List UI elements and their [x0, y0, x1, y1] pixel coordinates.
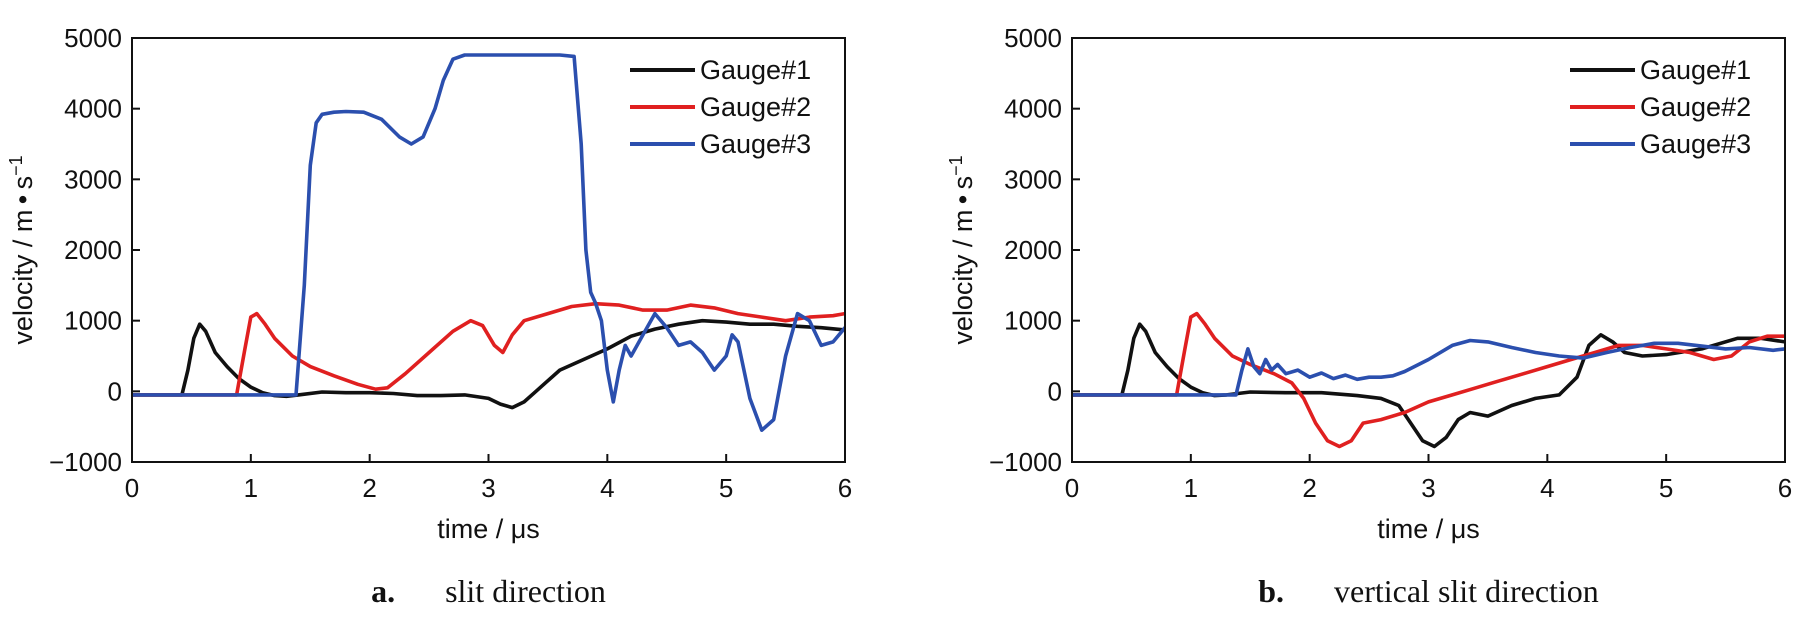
legend-label: Gauge#2 [1640, 92, 1751, 122]
y-tick-label: 5000 [64, 23, 122, 53]
y-tick-label: 3000 [1004, 164, 1062, 194]
legend-label: Gauge#1 [1640, 55, 1751, 85]
y-axis-label: velocity / m • s−1 [946, 155, 978, 344]
x-tick-label: 1 [1184, 473, 1198, 503]
y-tick-label: 4000 [64, 94, 122, 124]
panel-caption: vertical slit direction [1334, 573, 1599, 609]
legend-label: Gauge#2 [700, 92, 811, 122]
series-line-gauge2 [1072, 311, 1785, 449]
y-tick-label: −1000 [49, 447, 122, 477]
y-tick-label: 2000 [64, 235, 122, 265]
y-axis-label-text: velocity / m • s [948, 176, 978, 345]
y-tick-label: 3000 [64, 164, 122, 194]
series-line-gauge3 [1072, 338, 1785, 397]
legend-label: Gauge#3 [700, 129, 811, 159]
y-tick-label: 0 [1048, 376, 1062, 406]
x-tick-label: 2 [1302, 473, 1316, 503]
x-tick-label: 3 [1421, 473, 1435, 503]
legend-label: Gauge#1 [700, 55, 811, 85]
x-tick-label: 3 [481, 473, 495, 503]
y-axis-label-text: velocity / m • s [8, 176, 38, 345]
series-line-gauge2 [132, 301, 845, 397]
y-axis-label-exponent: −1 [6, 155, 26, 176]
y-tick-label: 4000 [1004, 94, 1062, 124]
x-axis-label: time / μs [1377, 514, 1480, 544]
series-line-gauge3 [132, 53, 845, 433]
x-tick-label: 6 [1778, 473, 1792, 503]
y-axis-label: velocity / m • s−1 [6, 155, 38, 344]
y-axis-label-exponent: −1 [946, 155, 966, 176]
x-tick-label: 2 [362, 473, 376, 503]
panel-caption-letter: b. [1258, 573, 1284, 609]
y-tick-label: −1000 [989, 447, 1062, 477]
x-tick-label: 0 [1065, 473, 1079, 503]
x-tick-label: 5 [719, 473, 733, 503]
x-tick-label: 4 [600, 473, 614, 503]
panel-caption: slit direction [445, 573, 606, 609]
y-tick-label: 1000 [64, 306, 122, 336]
y-tick-label: 1000 [1004, 306, 1062, 336]
x-axis-label: time / μs [437, 514, 540, 544]
series-line-gauge1 [132, 318, 845, 410]
x-tick-label: 5 [1659, 473, 1673, 503]
legend-label: Gauge#3 [1640, 129, 1751, 159]
y-tick-label: 0 [108, 376, 122, 406]
x-tick-label: 4 [1540, 473, 1554, 503]
x-tick-label: 6 [838, 473, 852, 503]
y-tick-label: 5000 [1004, 23, 1062, 53]
x-tick-label: 0 [125, 473, 139, 503]
y-tick-label: 2000 [1004, 235, 1062, 265]
panel-caption-letter: a. [371, 573, 395, 609]
x-tick-label: 1 [244, 473, 258, 503]
